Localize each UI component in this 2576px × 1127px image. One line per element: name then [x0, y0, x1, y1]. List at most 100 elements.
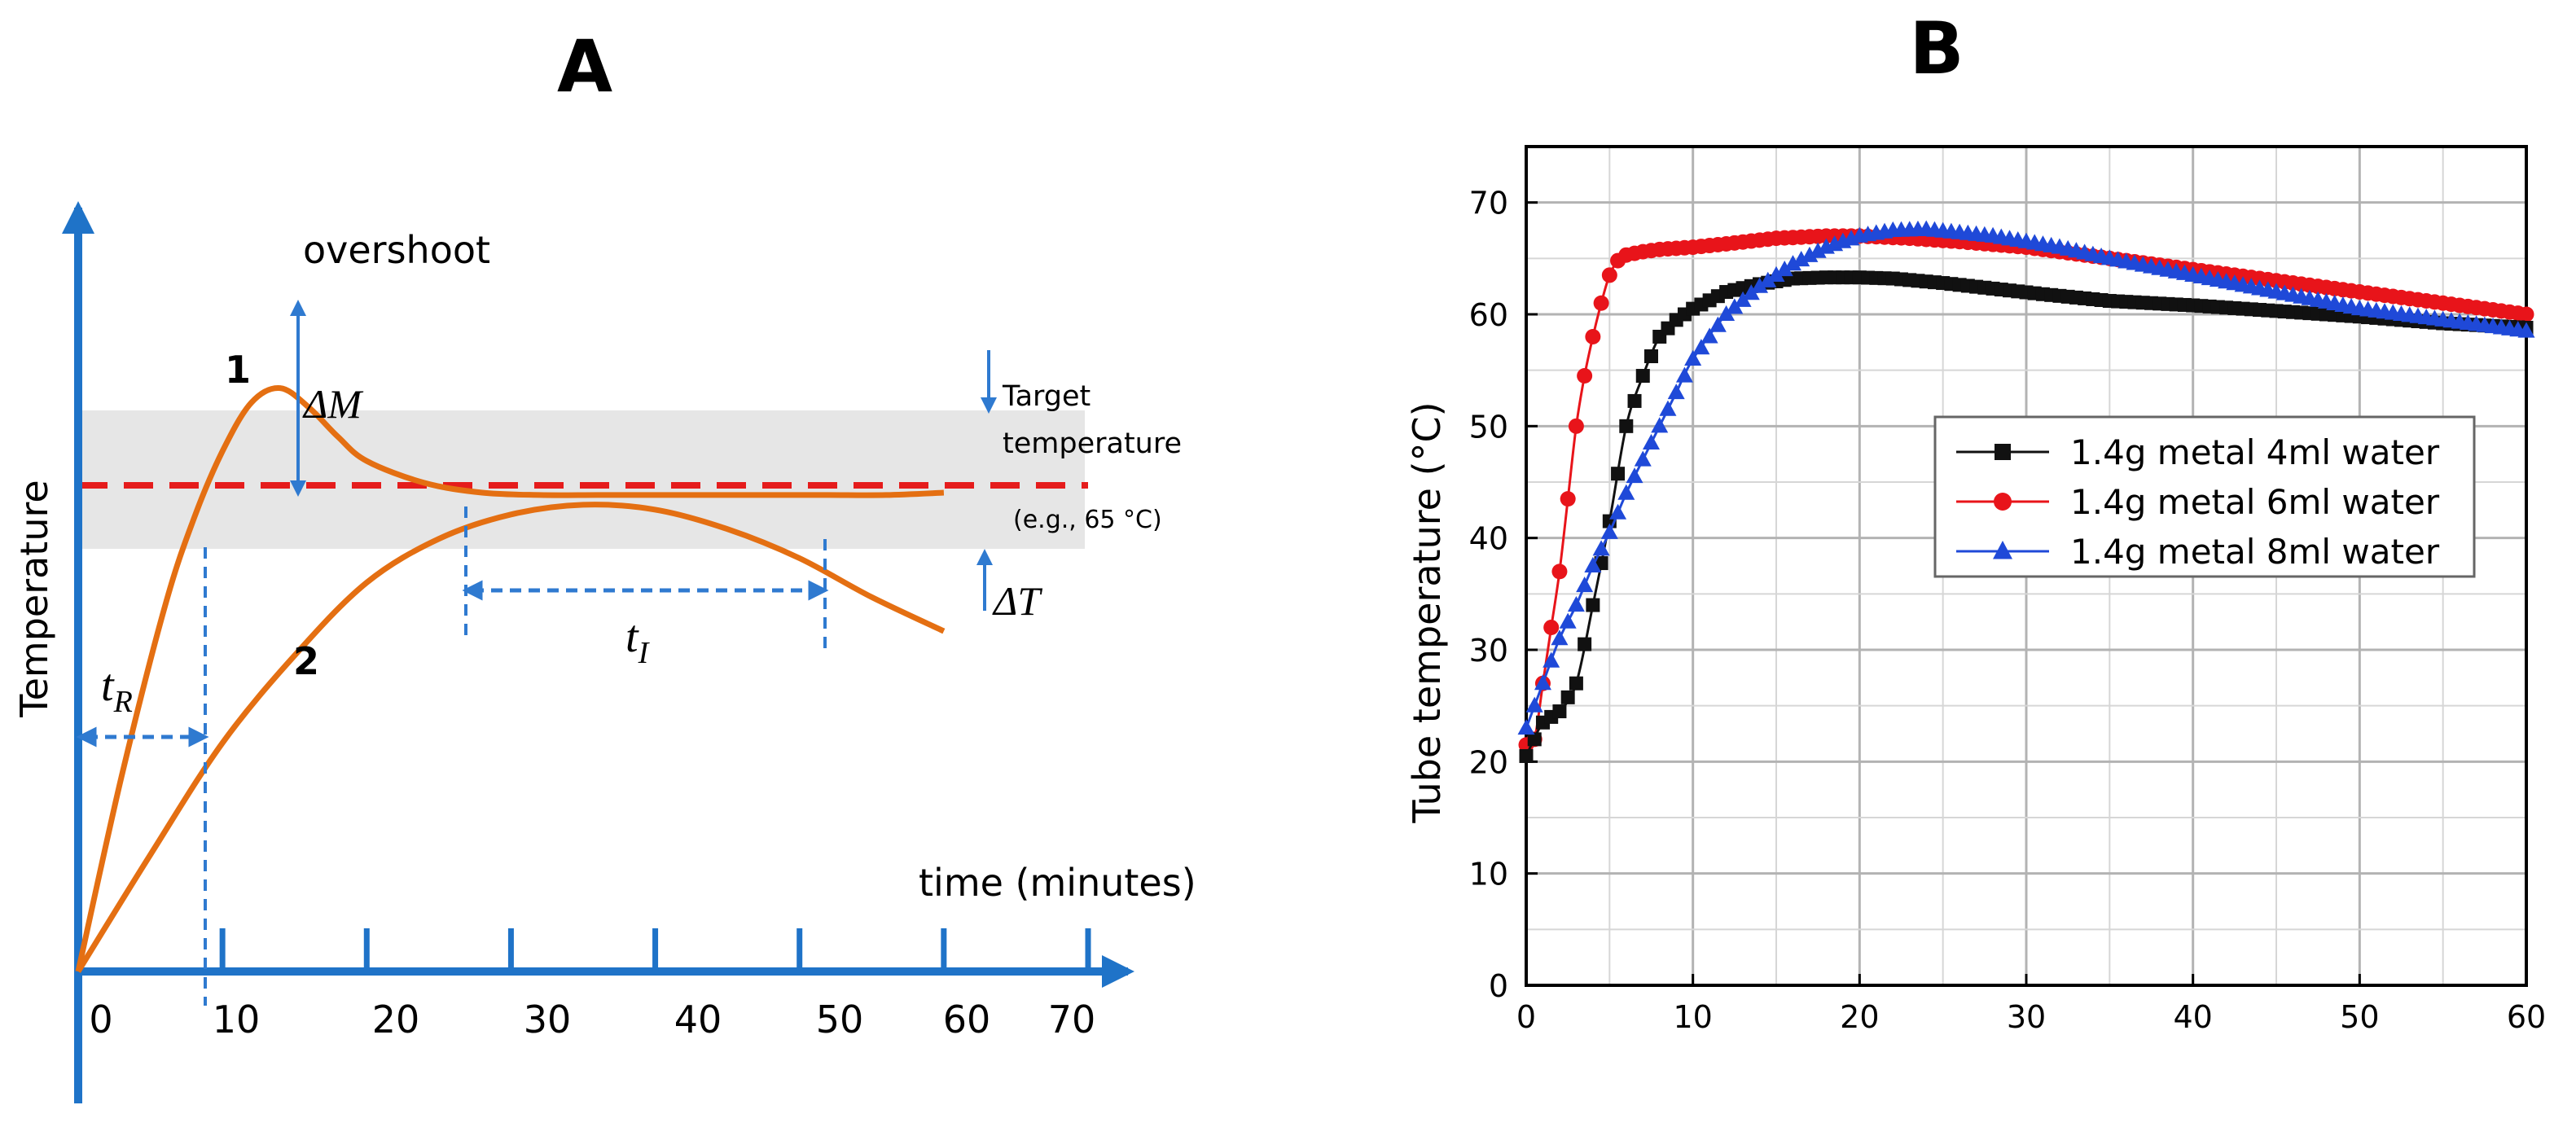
x-tick-label: 20	[1840, 999, 1879, 1035]
data-point-triangle	[1793, 250, 1810, 267]
x-ticks: 0 10 20 30 40 50 60 70	[89, 928, 1095, 1041]
data-point-triangle	[2517, 322, 2535, 338]
data-point-triangle	[1751, 277, 1769, 293]
target-label-line2: temperature	[1003, 428, 1182, 460]
data-point-triangle	[1801, 246, 1819, 262]
legend: 1.4g metal 4ml water 1.4g metal 6ml water…	[1933, 415, 2476, 578]
t-i-label: tI	[625, 612, 651, 670]
x-axis-label: time (minutes)	[919, 861, 1196, 905]
data-point-triangle	[1643, 433, 1660, 449]
x-tick-label: 0	[89, 998, 112, 1041]
data-point-triangle	[1675, 366, 1693, 383]
series-triangle	[1517, 220, 2535, 735]
data-point-square	[1560, 690, 1575, 704]
data-point-circle	[1551, 564, 1568, 580]
data-point-triangle	[1684, 349, 1702, 366]
data-point-circle	[1601, 267, 1617, 283]
y-tick-label: 0	[1489, 968, 1508, 1004]
data-point-triangle	[1701, 327, 1718, 344]
data-point-triangle	[1576, 576, 1594, 593]
data-point-triangle	[1634, 450, 1652, 467]
x-tick-label: 70	[1048, 998, 1096, 1041]
data-point-triangle	[1734, 291, 1752, 307]
data-point-triangle	[1584, 556, 1602, 573]
y-tick-label: 50	[1469, 409, 1508, 445]
data-point-triangle	[1626, 467, 1643, 484]
data-point-triangle	[1617, 484, 1635, 500]
y-tick-label: 70	[1469, 186, 1508, 221]
legend-entry: 1.4g metal 6ml water	[1956, 482, 2440, 522]
y-tick-label: 30	[1469, 633, 1508, 669]
x-tick-label: 10	[213, 998, 261, 1041]
panel-b: B 0 10 20 30 40 50 60 0 10 20 30 40 50 60 70 Tube temp…	[1405, 7, 2546, 1035]
data-point-square	[1519, 748, 1534, 763]
data-point-square	[1995, 444, 2011, 460]
data-point-triangle	[1784, 255, 1801, 271]
y-axis-label: Temperature	[12, 480, 56, 717]
series-2-label: 2	[293, 639, 319, 683]
data-point-square	[1586, 598, 1600, 612]
delta-m-label: ΔM	[302, 381, 363, 427]
data-point-triangle	[1726, 298, 1744, 314]
data-point-triangle	[1559, 612, 1577, 629]
data-point-triangle	[1600, 523, 1618, 539]
target-example: (e.g., 65 °C)	[1013, 506, 1162, 534]
data-point-square	[1635, 369, 1650, 384]
panel-a: A 0 10 20 30 40 50 60 70 Temperature time (minu…	[12, 24, 1196, 1103]
x-tick-label: 50	[816, 998, 864, 1041]
data-point-square	[1569, 676, 1583, 691]
x-tick-label: 60	[2507, 999, 2546, 1035]
x-tick-label: 50	[2340, 999, 2379, 1035]
panel-b-title: B	[1909, 7, 1964, 90]
x-tick-label: 30	[524, 998, 572, 1041]
y-tick-label: 10	[1469, 857, 1508, 892]
data-point-triangle	[1767, 265, 1785, 282]
y-tick-label: 20	[1469, 744, 1508, 780]
delta-t-label: ΔT	[992, 578, 1042, 624]
data-point-triangle	[1742, 284, 1760, 300]
legend-entry: 1.4g metal 8ml water	[1956, 532, 2440, 572]
data-point-circle	[1568, 418, 1584, 434]
y-tick-label: 40	[1469, 521, 1508, 557]
series-square	[1519, 270, 2534, 763]
series-1-curve	[75, 385, 945, 972]
data-point-square	[1644, 349, 1658, 363]
data-point-triangle	[1525, 696, 1543, 713]
data-point-triangle	[1718, 305, 1736, 322]
data-point-triangle	[1659, 400, 1677, 416]
data-point-square	[1578, 637, 1592, 651]
data-point-triangle	[1709, 316, 1727, 332]
overshoot-label: overshoot	[303, 228, 490, 272]
data-point-triangle	[1759, 271, 1777, 287]
target-label-line1: Target	[1002, 380, 1091, 413]
data-point-square	[1552, 704, 1567, 719]
data-point-circle	[1577, 368, 1593, 384]
data-point-circle	[1543, 620, 1560, 636]
data-point-triangle	[1692, 339, 1710, 355]
data-point-square	[1611, 467, 1626, 481]
data-point-square	[1619, 419, 1634, 433]
y-tick-label: 60	[1469, 297, 1508, 333]
data-point-circle	[1560, 491, 1576, 507]
data-point-circle	[1994, 493, 2012, 511]
data-point-square	[1627, 393, 1642, 408]
x-tick-label: 20	[372, 998, 420, 1041]
legend-entry: 1.4g metal 4ml water	[1956, 432, 2440, 472]
x-tick-label: 10	[1673, 999, 1712, 1035]
data-point-triangle	[1667, 384, 1685, 400]
series-1-label: 1	[225, 348, 251, 392]
legend-label: 1.4g metal 6ml water	[2070, 482, 2440, 522]
x-tick-label: 60	[943, 998, 991, 1041]
data-point-circle	[2518, 306, 2534, 322]
x-tick-label: 40	[2173, 999, 2212, 1035]
data-point-triangle	[1517, 719, 1535, 735]
t-r-label: tR	[101, 660, 133, 719]
data-point-triangle	[1609, 503, 1627, 520]
data-point-triangle	[1551, 629, 1569, 646]
x-tick-label: 0	[1516, 999, 1536, 1035]
panel-a-title: A	[557, 24, 612, 108]
data-point-triangle	[1543, 651, 1560, 668]
data-point-triangle	[1592, 540, 1610, 556]
data-point-triangle	[1651, 417, 1669, 433]
